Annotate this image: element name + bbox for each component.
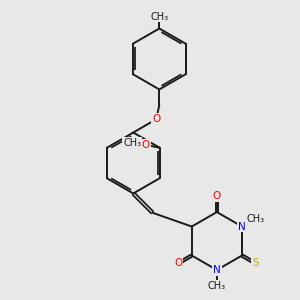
Text: O: O <box>141 140 150 150</box>
Text: CH₃: CH₃ <box>208 280 226 291</box>
Text: CH₃: CH₃ <box>150 12 168 22</box>
Text: CH₃: CH₃ <box>246 214 265 224</box>
Text: O: O <box>213 191 221 201</box>
Text: N: N <box>238 221 246 232</box>
Text: O: O <box>152 114 160 124</box>
Text: N: N <box>213 265 221 275</box>
Text: CH₃: CH₃ <box>123 138 141 148</box>
Text: S: S <box>252 258 259 268</box>
Text: O: O <box>174 258 182 268</box>
